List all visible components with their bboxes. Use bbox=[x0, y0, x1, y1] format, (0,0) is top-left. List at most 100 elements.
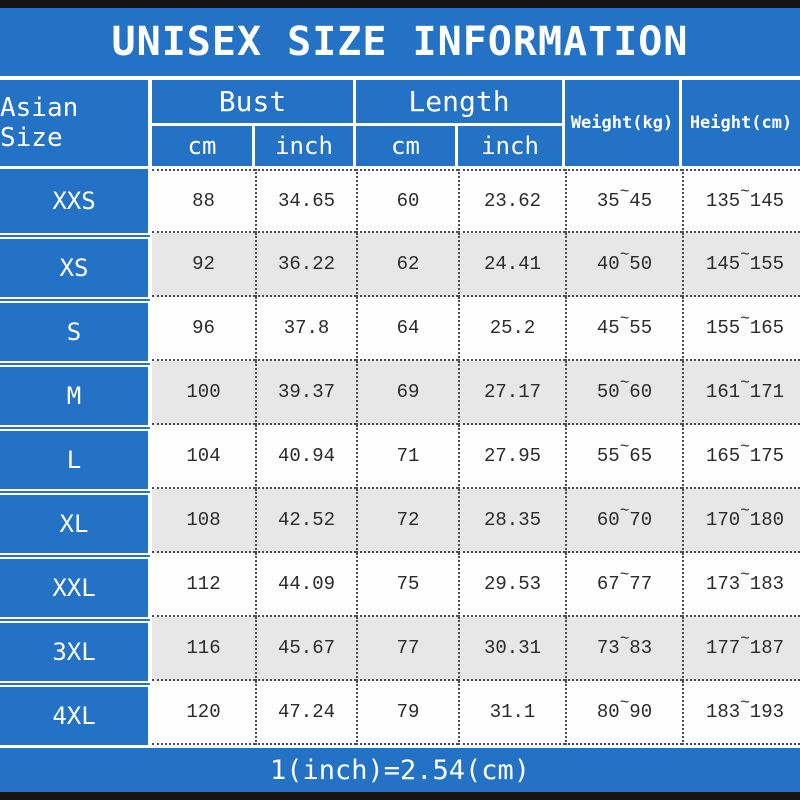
weight-max: 60 bbox=[629, 381, 653, 403]
length-cm-cell: 60 bbox=[356, 169, 458, 233]
weight-range-cell: 67 ~ 77 bbox=[565, 553, 682, 617]
conversion-note: 1(inch)=2.54(cm) bbox=[269, 754, 531, 786]
size-label: XS bbox=[0, 233, 152, 297]
length-inch-cell: 24.41 bbox=[458, 233, 565, 297]
weight-range-cell: 45 ~ 55 bbox=[565, 297, 682, 361]
tilde-symbol: ~ bbox=[740, 694, 750, 712]
height-max: 155 bbox=[749, 253, 785, 275]
length-inch-cell: 28.35 bbox=[458, 489, 565, 553]
weight-range-cell: 73 ~ 83 bbox=[565, 617, 682, 681]
length-cm-cell: 71 bbox=[356, 425, 458, 489]
table-header: Asian Size Bust Length Weight(kg) Height… bbox=[0, 76, 800, 169]
weight-min: 40 bbox=[596, 253, 620, 275]
bust-cm-cell: 120 bbox=[152, 681, 255, 745]
height-range-cell: 155 ~ 165 bbox=[682, 297, 800, 361]
weight-min: 67 bbox=[596, 573, 620, 595]
height-min: 161 bbox=[705, 381, 741, 403]
weight-min: 73 bbox=[596, 637, 620, 659]
weight-range-cell: 50 ~ 60 bbox=[565, 361, 682, 425]
length-cm-cell: 69 bbox=[356, 361, 458, 425]
height-min: 135 bbox=[705, 190, 741, 212]
bust-cm-cell: 92 bbox=[152, 233, 255, 297]
table-row-s: S 96 37.8 64 25.2 45 ~ 55 155 ~ 165 bbox=[0, 297, 800, 361]
bust-cm-cell: 112 bbox=[152, 553, 255, 617]
weight-max: 70 bbox=[629, 509, 653, 531]
height-max: 165 bbox=[749, 317, 785, 339]
size-label: S bbox=[0, 297, 152, 361]
length-cm-cell: 64 bbox=[356, 297, 458, 361]
weight-min: 45 bbox=[596, 317, 620, 339]
height-range-cell: 165 ~ 175 bbox=[682, 425, 800, 489]
height-range-cell: 183 ~ 193 bbox=[682, 681, 800, 745]
header-weight-kg: Weight(kg) bbox=[565, 80, 682, 166]
length-cm-cell: 72 bbox=[356, 489, 458, 553]
weight-range-cell: 55 ~ 65 bbox=[565, 425, 682, 489]
title-band: UNISEX SIZE INFORMATION bbox=[0, 8, 800, 76]
weight-max: 45 bbox=[629, 190, 653, 212]
table-row-xxs: XXS 88 34.65 60 23.62 35 ~ 45 135 ~ 145 bbox=[0, 169, 800, 233]
weight-max: 83 bbox=[629, 637, 653, 659]
weight-min: 55 bbox=[596, 445, 620, 467]
table-body: XXS 88 34.65 60 23.62 35 ~ 45 135 ~ 145 … bbox=[0, 169, 800, 745]
length-inch-cell: 27.17 bbox=[458, 361, 565, 425]
height-max: 187 bbox=[749, 637, 785, 659]
length-inch-cell: 30.31 bbox=[458, 617, 565, 681]
bust-cm-cell: 104 bbox=[152, 425, 255, 489]
weight-max: 77 bbox=[629, 573, 653, 595]
weight-range-cell: 60 ~ 70 bbox=[565, 489, 682, 553]
height-range-cell: 170 ~ 180 bbox=[682, 489, 800, 553]
tilde-symbol: ~ bbox=[619, 502, 630, 520]
top-black-bar bbox=[0, 0, 800, 8]
bust-inch-cell: 42.52 bbox=[255, 489, 356, 553]
bust-cm-cell: 100 bbox=[152, 361, 255, 425]
tilde-symbol: ~ bbox=[740, 566, 750, 584]
bust-cm-cell: 116 bbox=[152, 617, 255, 681]
height-max: 171 bbox=[749, 381, 785, 403]
tilde-symbol: ~ bbox=[740, 502, 750, 520]
bottom-black-bar bbox=[0, 792, 800, 800]
bust-inch-cell: 44.09 bbox=[255, 553, 356, 617]
tilde-symbol: ~ bbox=[619, 694, 630, 712]
header-length-inch: inch bbox=[458, 126, 565, 166]
height-min: 173 bbox=[705, 573, 741, 595]
table-row-3xl: 3XL 116 45.67 77 30.31 73 ~ 83 177 ~ 187 bbox=[0, 617, 800, 681]
page-title: UNISEX SIZE INFORMATION bbox=[111, 19, 689, 65]
header-height-cm: Height(cm) bbox=[682, 80, 800, 166]
tilde-symbol: ~ bbox=[740, 438, 750, 456]
tilde-symbol: ~ bbox=[740, 630, 750, 648]
height-min: 183 bbox=[705, 701, 741, 723]
weight-min: 80 bbox=[596, 701, 620, 723]
height-range-cell: 177 ~ 187 bbox=[682, 617, 800, 681]
weight-max: 50 bbox=[629, 253, 653, 275]
height-max: 183 bbox=[749, 573, 785, 595]
height-max: 180 bbox=[749, 509, 785, 531]
weight-max: 65 bbox=[629, 445, 653, 467]
table-row-xl: XL 108 42.52 72 28.35 60 ~ 70 170 ~ 180 bbox=[0, 489, 800, 553]
height-range-cell: 145 ~ 155 bbox=[682, 233, 800, 297]
length-cm-cell: 77 bbox=[356, 617, 458, 681]
height-min: 170 bbox=[705, 509, 741, 531]
size-label: L bbox=[0, 425, 152, 489]
bust-cm-cell: 108 bbox=[152, 489, 255, 553]
size-label: XXL bbox=[0, 553, 152, 617]
length-inch-cell: 23.62 bbox=[458, 169, 565, 233]
weight-range-cell: 40 ~ 50 bbox=[565, 233, 682, 297]
table-row-l: L 104 40.94 71 27.95 55 ~ 65 165 ~ 175 bbox=[0, 425, 800, 489]
weight-range-cell: 35 ~ 45 bbox=[565, 169, 682, 233]
height-min: 145 bbox=[705, 253, 741, 275]
bust-inch-cell: 39.37 bbox=[255, 361, 356, 425]
bust-inch-cell: 36.22 bbox=[255, 233, 356, 297]
length-inch-cell: 29.53 bbox=[458, 553, 565, 617]
bust-inch-cell: 47.24 bbox=[255, 681, 356, 745]
header-length-cm: cm bbox=[356, 126, 458, 166]
length-inch-cell: 27.95 bbox=[458, 425, 565, 489]
bust-inch-cell: 34.65 bbox=[255, 169, 356, 233]
tilde-symbol: ~ bbox=[740, 246, 750, 264]
height-range-cell: 173 ~ 183 bbox=[682, 553, 800, 617]
tilde-symbol: ~ bbox=[619, 183, 630, 201]
weight-min: 35 bbox=[596, 190, 620, 212]
bust-cm-cell: 88 bbox=[152, 169, 255, 233]
conversion-note-band: 1(inch)=2.54(cm) bbox=[0, 745, 800, 792]
length-cm-cell: 62 bbox=[356, 233, 458, 297]
